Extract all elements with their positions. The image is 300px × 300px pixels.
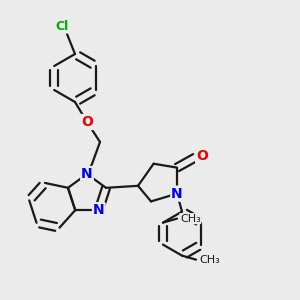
Text: CH₃: CH₃ — [199, 255, 220, 265]
Text: O: O — [196, 148, 208, 163]
Text: N: N — [93, 203, 105, 217]
Text: Cl: Cl — [56, 20, 69, 32]
Text: O: O — [81, 115, 93, 129]
Text: N: N — [81, 167, 93, 181]
Text: N: N — [171, 187, 183, 201]
Text: CH₃: CH₃ — [180, 214, 201, 224]
